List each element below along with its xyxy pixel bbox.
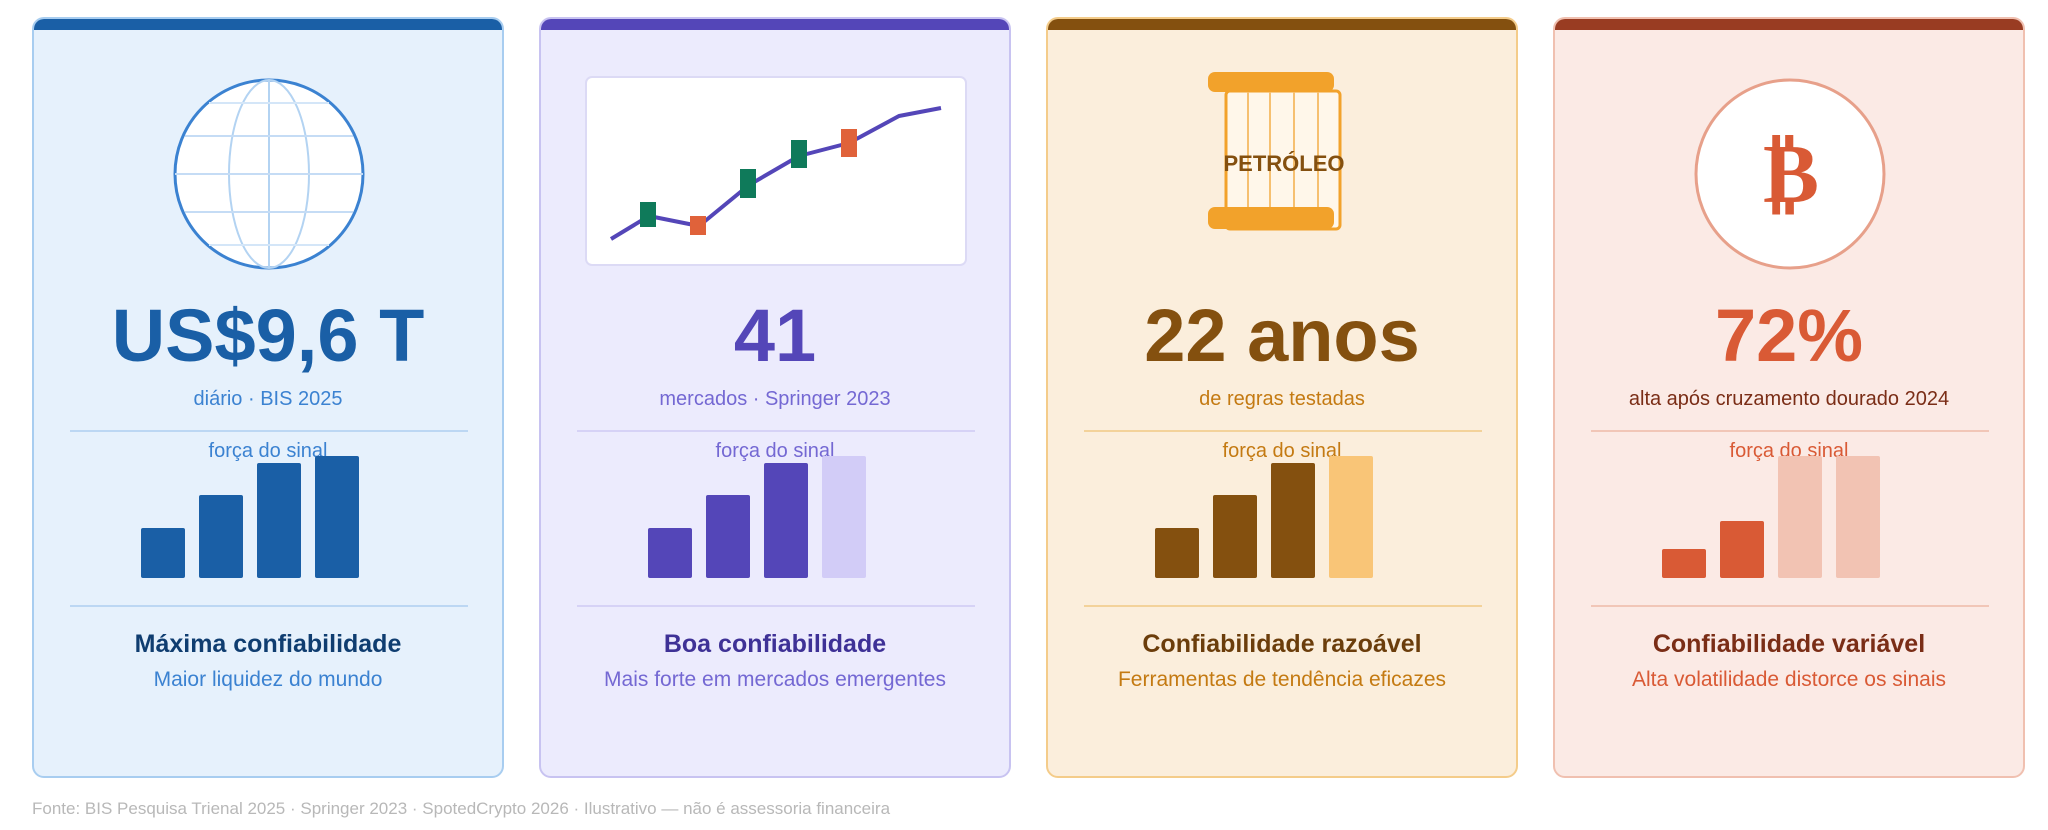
stat-subtitle: alta após cruzamento dourado 2024: [1628, 388, 1950, 410]
globe-icon: [34, 19, 502, 319]
signal-strength-bars: [1555, 19, 2023, 619]
oil-barrel-icon: PETRÓLEO: [1048, 19, 1516, 319]
signal-bar-2: [1720, 521, 1764, 578]
stat-value: 41: [733, 294, 817, 377]
signal-label: força do sinal: [715, 440, 835, 462]
bitcoin-icon: ₿: [1555, 19, 2023, 319]
description: Maior liquidez do mundo: [153, 668, 383, 691]
divider: [1084, 430, 1482, 432]
signal-bar-3: [764, 463, 808, 578]
card-top-bar: [1555, 19, 2023, 30]
signal-bar-2: [199, 495, 243, 578]
signal-label: força do sinal: [208, 440, 328, 462]
divider: [70, 605, 468, 607]
card-springer: 41 mercados · Springer 2023 força do sin…: [539, 17, 1011, 778]
signal-bar-3: [1778, 456, 1822, 578]
bitcoin-symbol: ₿: [1762, 123, 1820, 222]
description: Ferramentas de tendência eficazes: [1117, 668, 1446, 691]
oil-barrel-label: PETRÓLEO: [1223, 151, 1345, 176]
stat-value: 72%: [1714, 294, 1864, 377]
signal-label: força do sinal: [1222, 440, 1342, 462]
signal-bar-1: [1155, 528, 1199, 578]
divider: [70, 430, 468, 432]
signal-bar-4: [1836, 456, 1880, 578]
signal-bar-4: [315, 456, 359, 578]
signal-bar-1: [1662, 549, 1706, 578]
candlestick-chart-icon: [541, 19, 1009, 319]
stat-subtitle: de regras testadas: [1199, 388, 1365, 410]
stat-subtitle: diário · BIS 2025: [193, 388, 343, 410]
signal-bar-4: [1329, 456, 1373, 578]
card-bitcoin: ₿ 72% alta após cruzamento dourado 2024 …: [1553, 17, 2025, 778]
signal-bar-1: [648, 528, 692, 578]
divider: [1591, 430, 1989, 432]
signal-bar-1: [141, 528, 185, 578]
card-top-bar: [34, 19, 502, 30]
signal-strength-bars: [541, 19, 1009, 619]
description: Alta volatilidade distorce os sinais: [1632, 668, 1946, 691]
card-top-bar: [541, 19, 1009, 30]
signal-bar-3: [1271, 463, 1315, 578]
stat-value: 22 anos: [1144, 294, 1420, 377]
signal-bar-2: [706, 495, 750, 578]
stat-subtitle: mercados · Springer 2023: [659, 388, 891, 410]
card-forex: US$9,6 T diário · BIS 2025 força do sina…: [32, 17, 504, 778]
signal-strength-bars: [34, 19, 502, 619]
divider: [1084, 605, 1482, 607]
source-footer: Fonte: BIS Pesquisa Trienal 2025 · Sprin…: [32, 799, 891, 818]
signal-bar-3: [257, 463, 301, 578]
verdict: Boa confiabilidade: [663, 630, 887, 658]
verdict: Confiabilidade variável: [1652, 630, 1926, 658]
card-oil: PETRÓLEO 22 anos de regras testadas forç…: [1046, 17, 1518, 778]
card-top-bar: [1048, 19, 1516, 30]
divider: [577, 605, 975, 607]
divider: [1591, 605, 1989, 607]
signal-bar-2: [1213, 495, 1257, 578]
description: Mais forte em mercados emergentes: [604, 668, 946, 691]
verdict: Confiabilidade razoável: [1142, 630, 1422, 658]
verdict: Máxima confiabilidade: [134, 630, 402, 658]
stat-value: US$9,6 T: [111, 294, 425, 377]
signal-strength-bars: [1048, 19, 1516, 619]
divider: [577, 430, 975, 432]
signal-bar-4: [822, 456, 866, 578]
